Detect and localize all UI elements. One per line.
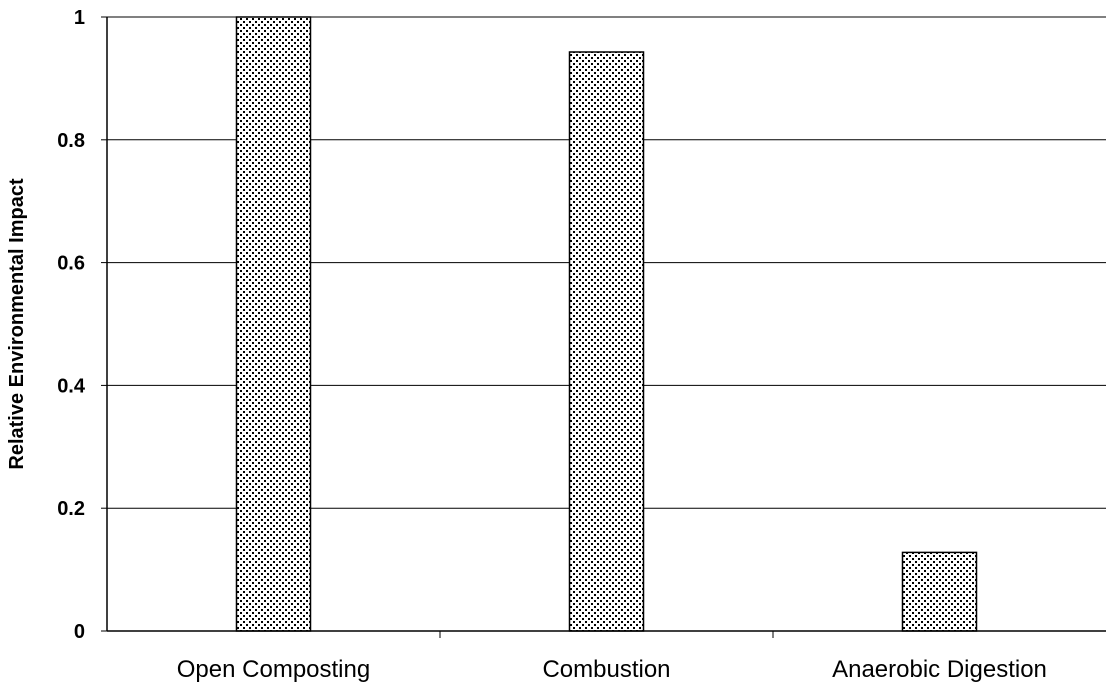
bar-combustion xyxy=(568,51,645,632)
y-tick-label: 0.8 xyxy=(57,130,85,152)
bar-open-composting xyxy=(235,16,312,632)
y-tick-labels: 0 0.2 0.4 0.6 0.8 1 xyxy=(57,7,107,643)
y-axis-title: Relative Environmental Impact xyxy=(6,178,28,470)
x-tick-label: Open Composting xyxy=(177,656,370,683)
y-tick-label: 1 xyxy=(74,7,85,29)
bars xyxy=(235,16,978,632)
x-tick-label: Anaerobic Digestion xyxy=(832,656,1047,683)
y-tick-label: 0 xyxy=(74,621,85,643)
bar-anaerobic-digestion xyxy=(901,551,978,632)
x-tick-label: Combustion xyxy=(542,656,670,683)
y-tick-label: 0.4 xyxy=(57,375,86,397)
y-tick-label: 0.2 xyxy=(57,498,85,520)
y-tick-label: 0.6 xyxy=(57,253,85,275)
axes xyxy=(106,17,1106,632)
x-tick-labels: Open Composting Combustion Anaerobic Diges… xyxy=(177,631,1047,683)
